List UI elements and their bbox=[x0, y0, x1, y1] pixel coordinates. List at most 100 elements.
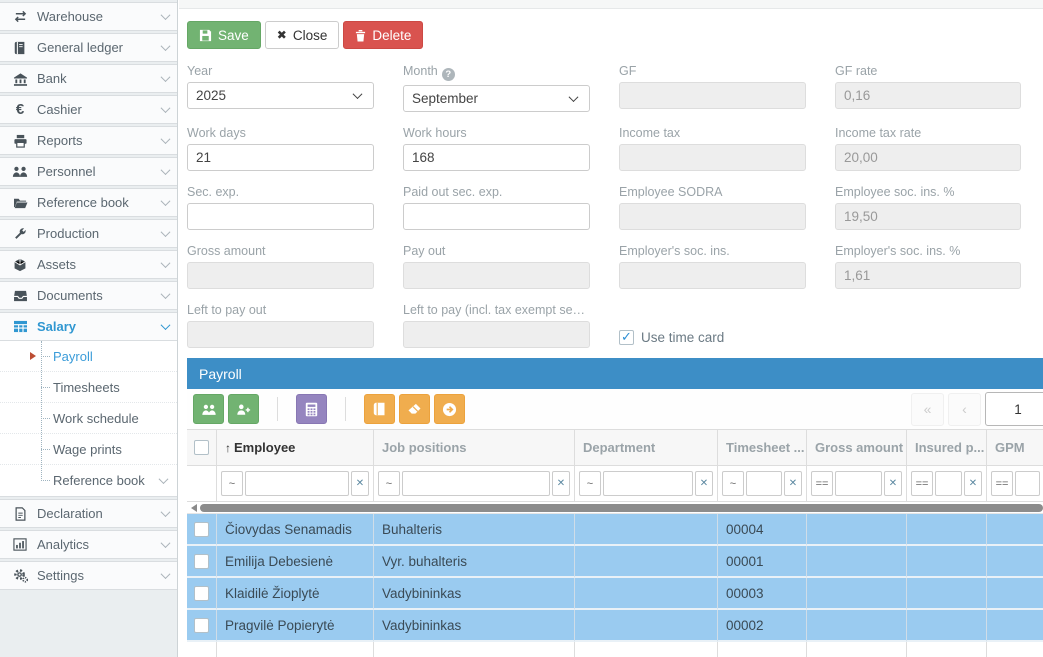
income-tax-input[interactable] bbox=[619, 144, 806, 171]
filter-op-button[interactable]: == bbox=[911, 471, 933, 496]
employers-soc-ins-field: Employer's soc. ins. bbox=[619, 244, 806, 289]
filter-clear-icon[interactable]: ✕ bbox=[964, 471, 982, 496]
filter-cell-gpm: == bbox=[987, 466, 1043, 502]
filter-cell-employee: ~ ✕ bbox=[217, 466, 374, 502]
delete-button[interactable]: Delete bbox=[343, 21, 424, 49]
column-header-insured[interactable]: Insured p... bbox=[907, 430, 987, 466]
year-select[interactable]: 2025 bbox=[187, 82, 374, 109]
gross-amount-input[interactable] bbox=[187, 262, 374, 289]
left-to-pay-incl-input[interactable] bbox=[403, 321, 590, 348]
journal-button[interactable] bbox=[364, 394, 395, 424]
column-header-job-positions[interactable]: Job positions bbox=[374, 430, 575, 466]
filter-clear-icon[interactable]: ✕ bbox=[784, 471, 802, 496]
scroll-left-arrow-icon[interactable] bbox=[191, 503, 197, 512]
table-row[interactable]: Klaidilė Žioplytė Vadybininkas 00003 bbox=[187, 578, 1043, 610]
use-time-card-checkbox[interactable] bbox=[619, 329, 634, 345]
payroll-table: ↑ Employee Job positions Department Times… bbox=[187, 429, 1043, 657]
filter-input-gross-amount[interactable] bbox=[835, 471, 882, 496]
filter-input-department[interactable] bbox=[603, 471, 693, 496]
row-checkbox[interactable] bbox=[194, 553, 209, 569]
scrollbar-thumb[interactable] bbox=[200, 503, 1043, 512]
sidebar-item-personnel[interactable]: Personnel bbox=[0, 157, 177, 186]
income-tax-rate-input[interactable] bbox=[835, 144, 1021, 171]
column-header-gpm[interactable]: GPM bbox=[987, 430, 1043, 466]
sidebar-item-assets[interactable]: Assets bbox=[0, 250, 177, 279]
filter-clear-icon[interactable]: ✕ bbox=[351, 471, 369, 496]
column-header-employee[interactable]: ↑ Employee bbox=[217, 430, 374, 466]
sidebar-item-analytics[interactable]: Analytics bbox=[0, 530, 177, 559]
employees-button[interactable] bbox=[193, 394, 224, 424]
submenu-item-work-schedule[interactable]: Work schedule bbox=[0, 403, 177, 434]
prev-page-button[interactable]: ‹ bbox=[948, 392, 981, 426]
submenu-item-timesheets[interactable]: Timesheets bbox=[0, 372, 177, 403]
eraser-button[interactable] bbox=[399, 394, 430, 424]
employers-soc-ins-input[interactable] bbox=[619, 262, 806, 289]
page-number-input[interactable] bbox=[985, 392, 1043, 426]
sidebar-item-cashier[interactable]: € Cashier bbox=[0, 95, 177, 124]
gf-input[interactable] bbox=[619, 82, 806, 109]
sidebar-item-settings[interactable]: Settings bbox=[0, 561, 177, 590]
table-row[interactable]: Čiovydas Senamadis Buhalteris 00004 bbox=[187, 514, 1043, 546]
column-header-timesheet[interactable]: Timesheet ... bbox=[718, 430, 807, 466]
gf-rate-input[interactable] bbox=[835, 82, 1021, 109]
left-to-pay-out-input[interactable] bbox=[187, 321, 374, 348]
submenu-item-wage-prints[interactable]: Wage prints bbox=[0, 434, 177, 465]
filter-op-button[interactable]: == bbox=[811, 471, 833, 496]
table-row[interactable]: Emilija Debesienė Vyr. buhalteris 00001 bbox=[187, 546, 1043, 578]
table-row[interactable]: Pragvilė Popierytė Vadybininkas 00002 bbox=[187, 610, 1043, 642]
filter-input-job-positions[interactable] bbox=[402, 471, 550, 496]
sidebar-item-general-ledger[interactable]: General ledger bbox=[0, 33, 177, 62]
sidebar-item-salary[interactable]: Salary bbox=[0, 312, 177, 341]
salary-submenu: Payroll Timesheets Work schedule Wage pr… bbox=[0, 341, 177, 497]
job-cell: Vadybininkas bbox=[374, 578, 575, 610]
filter-clear-icon[interactable]: ✕ bbox=[695, 471, 713, 496]
employers-soc-ins-pct-input[interactable] bbox=[835, 262, 1021, 289]
column-header-department[interactable]: Department bbox=[575, 430, 718, 466]
row-checkbox[interactable] bbox=[194, 585, 209, 601]
submenu-item-payroll[interactable]: Payroll bbox=[0, 341, 177, 372]
employee-cell: Klaidilė Žioplytė bbox=[217, 578, 374, 610]
filter-input-gpm[interactable] bbox=[1015, 471, 1040, 496]
sidebar-item-documents[interactable]: Documents bbox=[0, 281, 177, 310]
proceed-button[interactable] bbox=[434, 394, 465, 424]
filter-op-button[interactable]: ~ bbox=[378, 471, 400, 496]
employee-sodra-input[interactable] bbox=[619, 203, 806, 230]
employers-soc-ins-pct-label: Employer's soc. ins. % bbox=[835, 244, 961, 258]
add-employee-button[interactable] bbox=[228, 394, 259, 424]
income-tax-label: Income tax bbox=[619, 126, 681, 140]
sidebar-item-reference-book[interactable]: Reference book bbox=[0, 188, 177, 217]
filter-input-timesheet[interactable] bbox=[746, 471, 782, 496]
first-page-button[interactable]: « bbox=[911, 392, 944, 426]
column-header-gross-amount[interactable]: Gross amount bbox=[807, 430, 907, 466]
sidebar-item-reports[interactable]: Reports bbox=[0, 126, 177, 155]
close-button[interactable]: ✖ Close bbox=[264, 21, 340, 49]
income-tax-rate-label: Income tax rate bbox=[835, 126, 922, 140]
sidebar-item-declaration[interactable]: Declaration bbox=[0, 499, 177, 528]
filter-op-button[interactable]: ~ bbox=[221, 471, 243, 496]
help-icon[interactable]: ? bbox=[441, 68, 455, 81]
save-button[interactable]: Save bbox=[187, 21, 261, 49]
row-checkbox[interactable] bbox=[194, 521, 209, 537]
paid-out-sec-exp-input[interactable] bbox=[403, 203, 590, 230]
filter-input-employee[interactable] bbox=[245, 471, 349, 496]
filter-op-button[interactable]: ~ bbox=[579, 471, 601, 496]
filter-clear-icon[interactable]: ✕ bbox=[552, 471, 570, 496]
filter-clear-icon[interactable]: ✕ bbox=[884, 471, 902, 496]
submenu-item-reference-book[interactable]: Reference book bbox=[0, 465, 177, 496]
filter-cell-gross-amount: == ✕ bbox=[807, 466, 907, 502]
sidebar-item-warehouse[interactable]: Warehouse bbox=[0, 2, 177, 31]
pay-out-input[interactable] bbox=[403, 262, 590, 289]
row-checkbox[interactable] bbox=[194, 617, 209, 633]
work-days-input[interactable] bbox=[187, 144, 374, 171]
employee-soc-ins-input[interactable] bbox=[835, 203, 1021, 230]
work-hours-input[interactable] bbox=[403, 144, 590, 171]
select-all-checkbox[interactable] bbox=[194, 440, 209, 455]
filter-input-insured[interactable] bbox=[935, 471, 962, 496]
month-select[interactable]: September bbox=[403, 85, 590, 112]
filter-op-button[interactable]: ~ bbox=[722, 471, 744, 496]
calculate-button[interactable] bbox=[296, 394, 327, 424]
sidebar-item-bank[interactable]: Bank bbox=[0, 64, 177, 93]
sec-exp-input[interactable] bbox=[187, 203, 374, 230]
filter-op-button[interactable]: == bbox=[991, 471, 1013, 496]
sidebar-item-production[interactable]: Production bbox=[0, 219, 177, 248]
